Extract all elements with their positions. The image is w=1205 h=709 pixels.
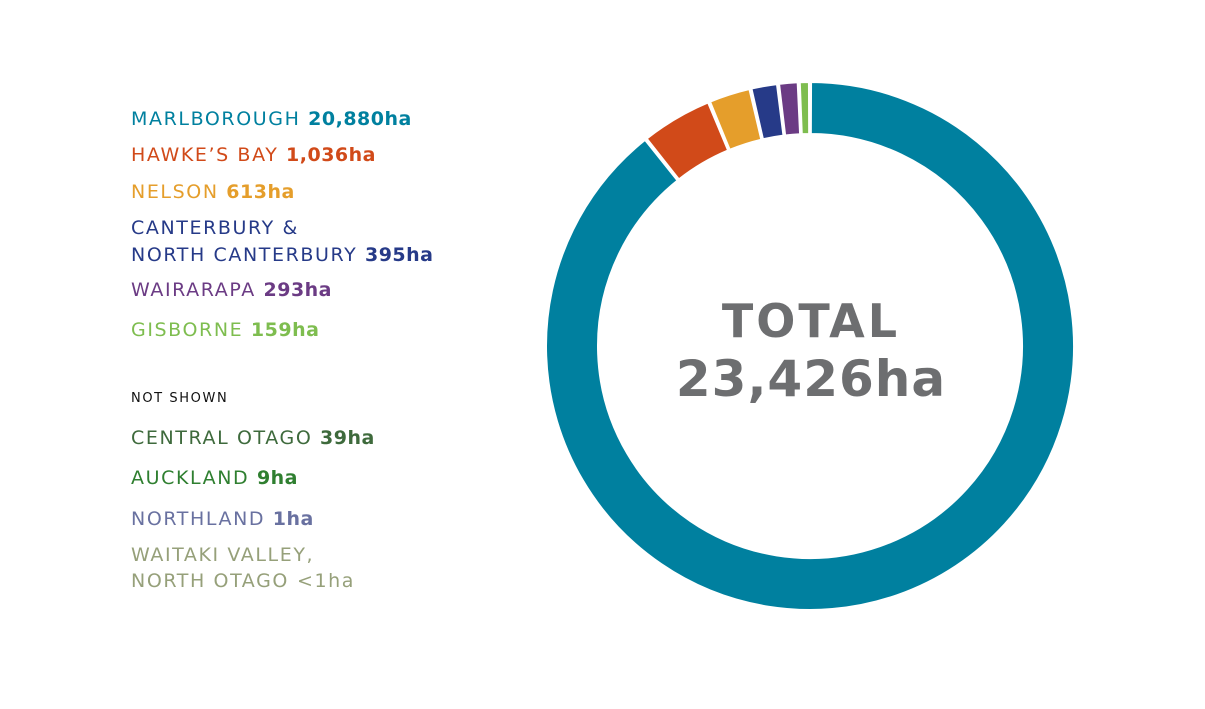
legend-item-auckland: AUCKLAND 9ha xyxy=(131,465,298,491)
legend-name: WAIRARAPA xyxy=(131,279,256,301)
legend-item-wairarapa: WAIRARAPA 293ha xyxy=(131,277,332,303)
donut-slice-hawke-s-bay xyxy=(645,101,730,181)
legend-value: 395ha xyxy=(364,244,434,266)
donut-slice-wairarapa xyxy=(777,81,802,137)
legend-name: AUCKLAND xyxy=(131,467,250,489)
legend-item-north-canterbury: NORTH CANTERBURY 395ha xyxy=(131,242,434,268)
legend-name: CENTRAL OTAGO xyxy=(131,427,313,449)
not-shown-heading: NOT SHOWN xyxy=(131,391,229,406)
legend-value: 159ha xyxy=(250,319,320,341)
legend-item-marlborough: MARLBOROUGH 20,880ha xyxy=(131,106,412,132)
legend-name: CANTERBURY & xyxy=(131,217,299,239)
legend-item-hawkes-bay: HAWKE’S BAY 1,036ha xyxy=(131,142,376,168)
donut-slices xyxy=(545,80,1075,611)
total-label: TOTAL xyxy=(722,294,900,348)
legend-value: 1,036ha xyxy=(286,144,376,166)
legend-name-line2: NORTH CANTERBURY xyxy=(131,244,358,266)
legend-item-canterbury: CANTERBURY & xyxy=(131,215,299,241)
total-value: 23,426ha xyxy=(676,350,946,408)
legend-value: 1ha xyxy=(272,508,314,530)
legend-value: 39ha xyxy=(320,427,375,449)
legend-name-line2: NORTH OTAGO xyxy=(131,570,289,592)
legend-name: NELSON xyxy=(131,181,219,203)
legend-item-central-otago: CENTRAL OTAGO 39ha xyxy=(131,425,375,451)
legend-name: GISBORNE xyxy=(131,319,244,341)
legend-value-plain: <1ha xyxy=(296,570,356,592)
legend-name: NORTHLAND xyxy=(131,508,266,530)
legend-name: HAWKE’S BAY xyxy=(131,144,279,166)
donut-slice-gisborne xyxy=(798,80,811,136)
legend-value: 9ha xyxy=(256,467,299,489)
legend-item-gisborne: GISBORNE 159ha xyxy=(131,317,319,343)
legend-item-nelson: NELSON 613ha xyxy=(131,179,295,205)
legend-value: 613ha xyxy=(226,181,295,203)
legend-item-northland: NORTHLAND 1ha xyxy=(131,506,314,532)
legend-name: WAITAKI VALLEY, xyxy=(131,544,315,566)
legend-item-north-otago: NORTH OTAGO <1ha xyxy=(131,568,355,594)
legend-name: MARLBOROUGH xyxy=(131,108,301,130)
donut-slice-nelson xyxy=(708,87,763,152)
legend-value: 20,880ha xyxy=(308,108,412,130)
legend-item-waitaki-valley: WAITAKI VALLEY, xyxy=(131,542,314,568)
donut-slice-marlborough xyxy=(545,80,1075,611)
legend-value: 293ha xyxy=(263,279,333,301)
donut-slice-canterbury xyxy=(750,82,785,141)
